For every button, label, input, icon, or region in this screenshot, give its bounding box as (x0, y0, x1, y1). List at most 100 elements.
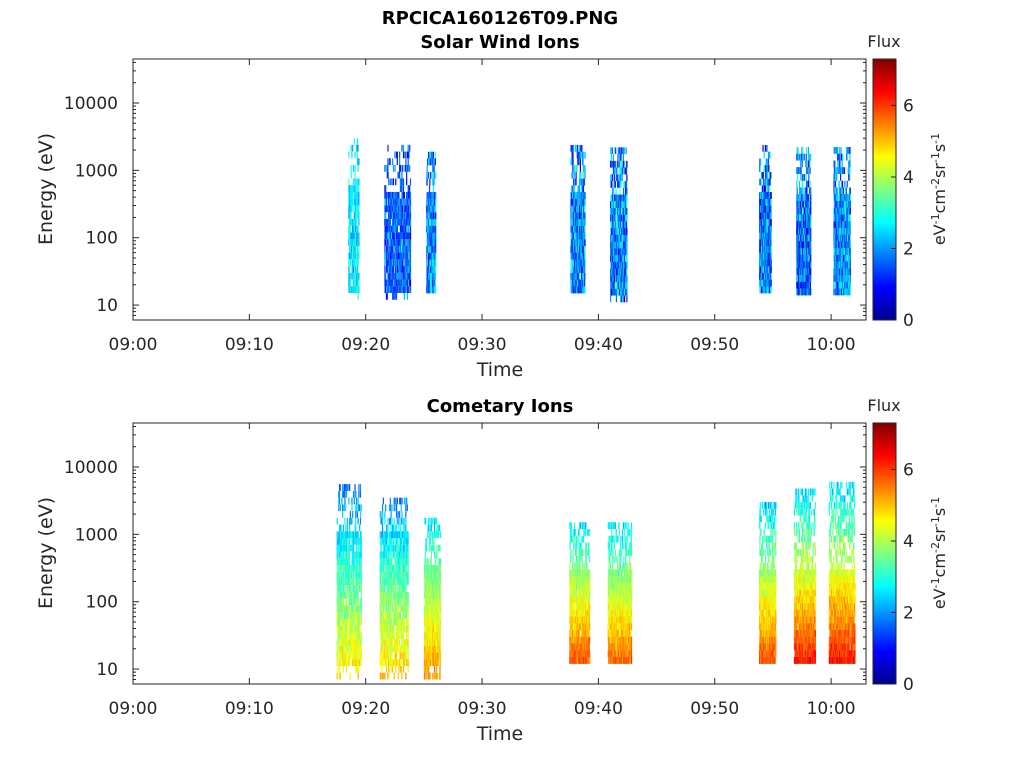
heatmap-cell (848, 248, 851, 255)
heatmap-cell (385, 191, 387, 199)
heatmap-cell (388, 618, 390, 626)
heatmap-cell (409, 198, 411, 206)
heatmap-cell (355, 666, 357, 673)
heatmap-cell (626, 288, 628, 296)
heatmap-cell (405, 151, 407, 159)
heatmap-cell (357, 659, 359, 667)
heatmap-cell (338, 544, 340, 552)
heatmap-cell (620, 214, 622, 222)
heatmap-cell (356, 585, 358, 592)
heatmap-cell (358, 279, 360, 287)
heatmap-cell (356, 198, 358, 206)
heatmap-cell (433, 219, 435, 226)
heatmap-cell (355, 198, 357, 206)
heatmap-cell (810, 241, 812, 249)
heatmap-cell (408, 286, 410, 293)
heatmap-cell (336, 571, 338, 579)
heatmap-cell (350, 171, 352, 179)
heatmap-cell (356, 144, 358, 152)
heatmap-cell (346, 632, 348, 640)
heatmap-cell (384, 266, 386, 273)
heatmap-cell (401, 252, 403, 260)
heatmap-cell (343, 618, 345, 626)
heatmap-cell (399, 279, 401, 287)
heatmap-cell (351, 531, 353, 539)
heatmap-cell (573, 212, 575, 220)
heatmap-cell (406, 198, 409, 206)
heatmap-cell (341, 625, 343, 633)
heatmap-cell (348, 531, 350, 539)
heatmap-cell (360, 639, 362, 646)
heatmap-cell (350, 191, 352, 199)
heatmap-cell (580, 185, 582, 193)
heatmap-cell (352, 564, 355, 572)
heatmap-cell (841, 281, 844, 289)
heatmap-cell (390, 511, 392, 518)
heatmap-cell (351, 578, 353, 586)
heatmap-cell (432, 246, 434, 253)
heatmap-cell (339, 639, 341, 646)
heatmap-cell (577, 266, 579, 273)
heatmap-cell (388, 666, 391, 673)
heatmap-cell (357, 272, 359, 280)
heatmap-cell (336, 578, 338, 586)
heatmap-cell (580, 225, 582, 233)
heatmap-cell (384, 618, 386, 626)
heatmap-cell (799, 194, 801, 201)
heatmap-cell (348, 598, 350, 606)
heatmap-cell (402, 279, 405, 287)
heatmap-cell (341, 645, 343, 653)
heatmap-cell (806, 180, 808, 188)
heatmap-cell (763, 165, 765, 172)
heatmap-cell (352, 185, 355, 192)
heatmap-cell (385, 558, 387, 565)
heatmap-cell (611, 255, 613, 262)
heatmap-cell (387, 198, 389, 206)
heatmap-cell (810, 227, 812, 235)
heatmap-cell (388, 571, 390, 579)
heatmap-cell (840, 153, 842, 161)
heatmap-cell (402, 245, 404, 253)
heatmap-cell (357, 158, 359, 166)
heatmap-cell (435, 246, 437, 253)
heatmap-cell (769, 205, 771, 213)
heatmap-cell (360, 551, 362, 559)
heatmap-cell (381, 618, 383, 626)
heatmap-cell (389, 558, 391, 565)
heatmap-cell (834, 167, 836, 174)
heatmap-cell (342, 598, 344, 606)
heatmap-cell (342, 618, 345, 626)
heatmap-cell (810, 288, 812, 296)
heatmap-cell (581, 239, 583, 247)
heatmap-cell (341, 605, 343, 613)
heatmap-cell (407, 266, 409, 273)
heatmap-cell (848, 234, 850, 242)
heatmap-cell (384, 659, 386, 667)
heatmap-cell (806, 187, 808, 195)
heatmap-cell (391, 558, 393, 565)
heatmap-cell (339, 612, 341, 619)
heatmap-cell (339, 564, 341, 572)
heatmap-cell (352, 225, 355, 233)
heatmap-cell (581, 225, 583, 233)
heatmap-cell (388, 571, 391, 579)
heatmap-cell (399, 252, 401, 260)
heatmap-cell (409, 245, 411, 253)
heatmap-cell (338, 538, 341, 545)
heatmap-cell (349, 612, 351, 619)
heatmap-cell (356, 618, 358, 626)
heatmap-cell (429, 151, 431, 159)
heatmap-cell (385, 625, 387, 633)
heatmap-cell (385, 252, 387, 260)
heatmap-cell (352, 551, 355, 559)
heatmap-cell (759, 246, 761, 253)
heatmap-cell (846, 234, 848, 242)
heatmap-cell (619, 181, 621, 188)
heatmap-cell (398, 212, 400, 219)
heatmap-cell (394, 205, 396, 213)
heatmap-cell (391, 564, 393, 572)
heatmap-cell (358, 286, 360, 293)
heatmap-cell (765, 158, 768, 166)
heatmap-cell (800, 153, 802, 161)
heatmap-cell (355, 591, 357, 599)
